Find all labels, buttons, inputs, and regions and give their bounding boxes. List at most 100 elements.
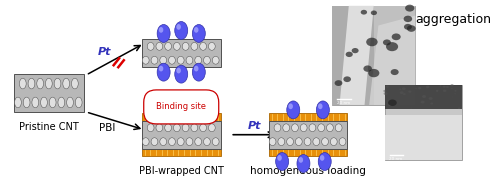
Bar — [332, 6, 415, 105]
Ellipse shape — [405, 5, 414, 12]
Ellipse shape — [392, 33, 400, 40]
Ellipse shape — [330, 138, 337, 146]
Ellipse shape — [292, 124, 298, 132]
Ellipse shape — [142, 56, 149, 64]
Ellipse shape — [309, 124, 316, 132]
Ellipse shape — [339, 138, 346, 146]
Polygon shape — [340, 6, 374, 105]
Ellipse shape — [32, 97, 38, 108]
Ellipse shape — [446, 86, 449, 88]
Ellipse shape — [37, 78, 44, 89]
Ellipse shape — [269, 138, 276, 146]
Ellipse shape — [191, 124, 198, 132]
Ellipse shape — [208, 42, 215, 50]
Ellipse shape — [40, 97, 48, 108]
Ellipse shape — [313, 138, 320, 146]
Ellipse shape — [174, 124, 180, 132]
Ellipse shape — [318, 153, 331, 170]
Ellipse shape — [142, 138, 149, 146]
Ellipse shape — [156, 42, 163, 50]
Ellipse shape — [386, 86, 389, 88]
Ellipse shape — [276, 153, 288, 170]
Ellipse shape — [174, 42, 180, 50]
Ellipse shape — [346, 52, 353, 57]
Ellipse shape — [287, 101, 300, 119]
Ellipse shape — [192, 63, 205, 81]
Ellipse shape — [428, 97, 432, 100]
Ellipse shape — [318, 124, 324, 132]
Ellipse shape — [157, 63, 170, 81]
Bar — [385, 85, 462, 160]
Ellipse shape — [318, 104, 322, 109]
Text: Pt: Pt — [248, 121, 261, 131]
Ellipse shape — [195, 56, 202, 64]
Ellipse shape — [168, 56, 175, 64]
Ellipse shape — [454, 93, 456, 94]
Ellipse shape — [178, 138, 184, 146]
Ellipse shape — [283, 124, 290, 132]
Ellipse shape — [422, 95, 426, 98]
Ellipse shape — [366, 38, 378, 46]
Ellipse shape — [440, 85, 442, 86]
Ellipse shape — [151, 56, 158, 64]
Ellipse shape — [168, 138, 175, 146]
Ellipse shape — [178, 56, 184, 64]
Ellipse shape — [174, 65, 188, 83]
Ellipse shape — [430, 103, 433, 105]
Ellipse shape — [159, 27, 164, 33]
Text: PBI-wrapped CNT: PBI-wrapped CNT — [139, 166, 224, 176]
Ellipse shape — [368, 69, 380, 77]
Ellipse shape — [194, 66, 198, 71]
Ellipse shape — [400, 89, 402, 90]
Bar — [332, 6, 374, 105]
Ellipse shape — [20, 78, 26, 89]
Ellipse shape — [388, 100, 397, 106]
Ellipse shape — [420, 101, 424, 104]
Ellipse shape — [298, 157, 303, 163]
Ellipse shape — [156, 124, 163, 132]
Ellipse shape — [326, 124, 334, 132]
Ellipse shape — [390, 69, 398, 75]
Ellipse shape — [63, 78, 70, 89]
Bar — [268, 113, 347, 121]
Ellipse shape — [151, 138, 158, 146]
Ellipse shape — [360, 10, 367, 15]
Ellipse shape — [388, 105, 390, 106]
Ellipse shape — [212, 56, 219, 64]
Bar — [142, 149, 220, 156]
Ellipse shape — [24, 97, 30, 108]
Ellipse shape — [344, 76, 351, 82]
Ellipse shape — [164, 42, 172, 50]
Bar — [268, 149, 347, 156]
Ellipse shape — [450, 84, 454, 86]
Ellipse shape — [336, 124, 342, 132]
Text: Pt: Pt — [98, 47, 111, 57]
Ellipse shape — [159, 66, 164, 71]
Text: 20 nm: 20 nm — [336, 101, 350, 105]
Ellipse shape — [186, 56, 193, 64]
Ellipse shape — [160, 56, 166, 64]
Ellipse shape — [278, 155, 282, 161]
Bar — [332, 6, 415, 105]
Ellipse shape — [58, 97, 64, 108]
Ellipse shape — [176, 24, 181, 30]
Ellipse shape — [352, 48, 358, 53]
Bar — [142, 113, 220, 121]
Text: Binding site: Binding site — [156, 102, 206, 111]
Ellipse shape — [442, 86, 446, 88]
Text: homogeneous loading: homogeneous loading — [250, 166, 366, 176]
Ellipse shape — [14, 97, 21, 108]
Ellipse shape — [212, 138, 219, 146]
Ellipse shape — [334, 80, 342, 86]
Ellipse shape — [278, 138, 284, 146]
Ellipse shape — [384, 90, 386, 92]
Ellipse shape — [454, 90, 456, 92]
Ellipse shape — [436, 90, 438, 92]
Bar — [142, 39, 220, 67]
Ellipse shape — [186, 138, 193, 146]
Text: Pristine CNT: Pristine CNT — [19, 122, 78, 132]
Ellipse shape — [300, 124, 307, 132]
Ellipse shape — [147, 124, 154, 132]
Ellipse shape — [304, 138, 311, 146]
Bar — [385, 85, 462, 109]
